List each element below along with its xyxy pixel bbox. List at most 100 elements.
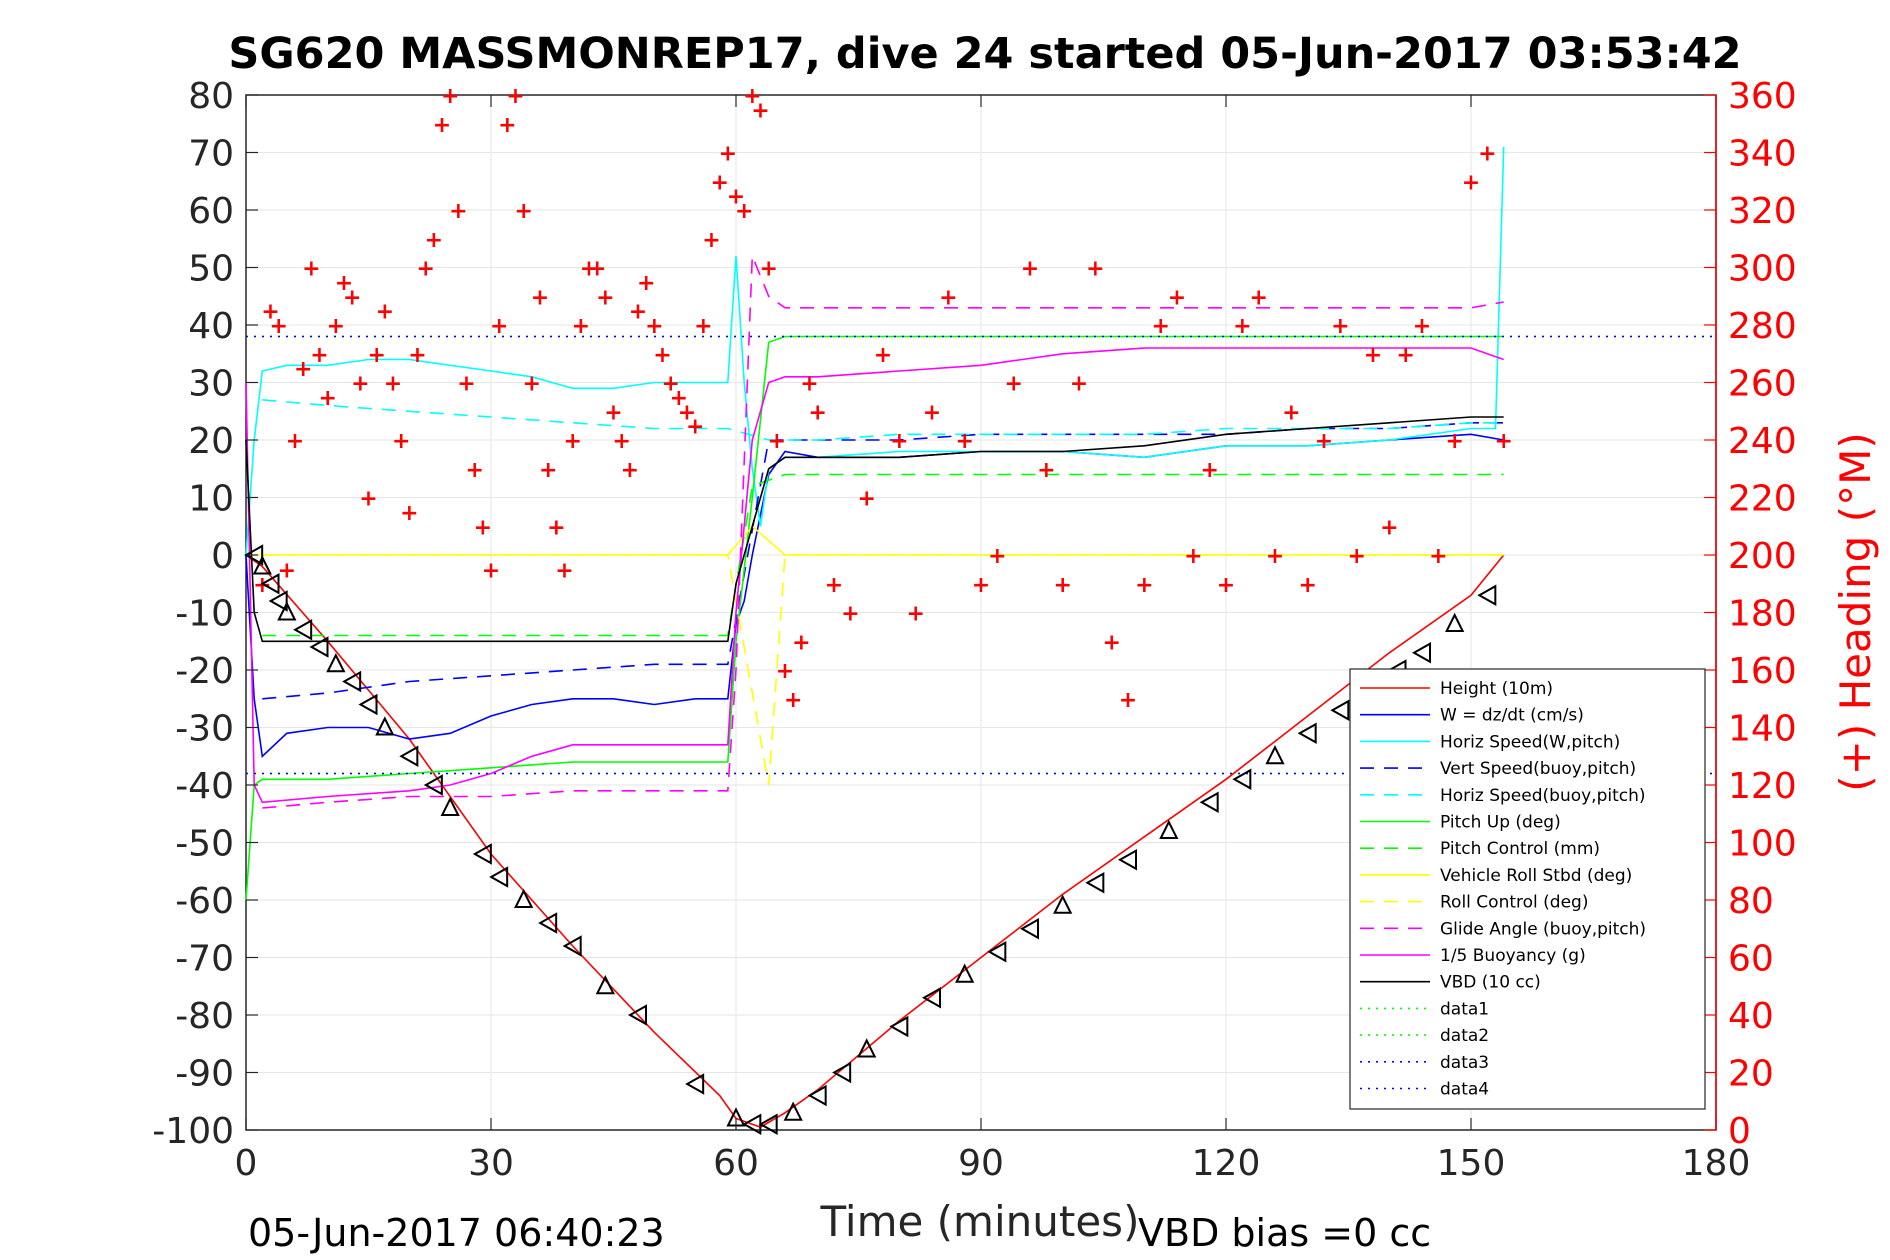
heading-point: +: [1298, 573, 1316, 598]
legend-label-6: Pitch Control (mm): [1440, 839, 1600, 859]
heading-point: +: [939, 285, 957, 310]
heading-point: +: [661, 372, 679, 397]
footer-timestamp: 05-Jun-2017 06:40:23: [248, 1211, 665, 1255]
heading-point: +: [972, 573, 990, 598]
height-marker: [562, 935, 582, 957]
heading-point: +: [1184, 544, 1202, 569]
right-tick-label: 180: [1728, 594, 1797, 635]
heading-point: +: [1315, 429, 1333, 454]
series-line-11: [245, 416, 1504, 643]
heading-point: +: [547, 515, 565, 540]
legend-label-8: Roll Control (deg): [1440, 893, 1588, 913]
heading-point: +: [1168, 285, 1186, 310]
right-tick-label: 360: [1728, 76, 1797, 117]
y-tick-label: -70: [175, 939, 234, 980]
height-marker: [1411, 642, 1431, 664]
heading-point: +: [506, 84, 524, 109]
footer-vbd-bias: VBD bias =0 cc: [1138, 1211, 1431, 1255]
right-tick-label: 20: [1728, 1054, 1774, 1095]
x-tick-label: 60: [713, 1143, 759, 1184]
heading-point: +: [800, 372, 818, 397]
heading-point: +: [580, 257, 598, 282]
heading-point: +: [629, 300, 647, 325]
y-tick-label: -20: [175, 651, 234, 692]
heading-point: +: [1380, 515, 1398, 540]
heading-point: +: [768, 429, 786, 454]
heading-point: +: [955, 429, 973, 454]
y-tick-label: -50: [175, 824, 234, 865]
heading-point: +: [1364, 343, 1382, 368]
height-marker: [857, 1038, 877, 1058]
heading-markers: + + + + + + + + + + + + + + + + + + + + + + + + + + + + + + + + + + + + + + + +…: [253, 84, 1513, 713]
heading-point: +: [351, 372, 369, 397]
heading-point: +: [449, 199, 467, 224]
heading-point: +: [1135, 573, 1153, 598]
legend-label-1: W = dz/dt (cm/s): [1440, 706, 1584, 726]
legend: Height (10m) W = dz/dt (cm/s) Horiz Speed(…: [1349, 668, 1706, 1110]
x-tick-label: 30: [468, 1143, 514, 1184]
chart-title: SG620 MASSMONREP17, dive 24 started 05-J…: [228, 29, 1741, 79]
y-tick-label: 60: [188, 191, 234, 232]
height-marker: [375, 716, 395, 736]
heading-point: +: [841, 602, 859, 627]
y-tick-label: -80: [175, 996, 234, 1037]
y-tick-label: -60: [175, 881, 234, 922]
heading-point: +: [490, 314, 508, 339]
height-marker: [783, 1101, 803, 1121]
heading-point: +: [1233, 314, 1251, 339]
heading-point: +: [416, 257, 434, 282]
heading-point: +: [1331, 314, 1349, 339]
right-tick-label: 120: [1728, 766, 1797, 807]
right-tick-label: 220: [1728, 479, 1797, 520]
right-tick-label: 240: [1728, 421, 1797, 462]
heading-point: +: [759, 257, 777, 282]
heading-point: +: [678, 400, 696, 425]
height-marker: [758, 1113, 778, 1135]
height-marker: [423, 774, 443, 796]
series-line-8: [262, 554, 1504, 786]
heading-point: +: [784, 688, 802, 713]
height-marker: [921, 987, 941, 1009]
heading-point: +: [318, 386, 336, 411]
heading-point: +: [376, 300, 394, 325]
heading-point: +: [686, 415, 704, 440]
height-marker: [1265, 745, 1285, 765]
heading-point: +: [441, 84, 459, 109]
heading-point: +: [343, 285, 361, 310]
heading-point: +: [906, 602, 924, 627]
heading-point: +: [1429, 544, 1447, 569]
heading-point: +: [694, 314, 712, 339]
heading-point: +: [923, 400, 941, 425]
height-marker: [1019, 918, 1039, 940]
heading-point: +: [588, 257, 606, 282]
heading-point: +: [457, 372, 475, 397]
heading-point: +: [392, 429, 410, 454]
heading-point: +: [988, 544, 1006, 569]
heading-point: +: [604, 400, 622, 425]
heading-point: +: [302, 257, 320, 282]
height-marker: [489, 866, 509, 888]
height-marker: [268, 590, 288, 612]
right-tick-label: 200: [1728, 536, 1797, 577]
right-axis-label: (+) Heading (°M): [1831, 432, 1880, 791]
right-tick-label: 160: [1728, 651, 1797, 692]
heading-point: +: [563, 429, 581, 454]
tick-layer: 0 30 60 90 120 150 18080706050403020100-10-20-…: [152, 76, 1796, 1184]
y-tick-label: 30: [188, 364, 234, 405]
legend-label-14: data3: [1440, 1053, 1489, 1073]
y-tick-label: 70: [188, 134, 234, 175]
height-marker: [1199, 791, 1219, 813]
heading-point: +: [612, 429, 630, 454]
series-line-10: [245, 347, 1504, 804]
heading-point: +: [727, 185, 745, 210]
height-marker: [358, 693, 378, 716]
legend-label-0: Height (10m): [1440, 679, 1553, 699]
height-marker: [987, 941, 1007, 963]
y-tick-label: 50: [188, 249, 234, 290]
heading-point: +: [514, 199, 532, 224]
height-marker: [1232, 768, 1252, 790]
heading-point: +: [1151, 314, 1169, 339]
heading-point: +: [670, 386, 688, 411]
y-tick-label: 40: [188, 306, 234, 347]
legend-label-5: Pitch Up (deg): [1440, 813, 1561, 833]
